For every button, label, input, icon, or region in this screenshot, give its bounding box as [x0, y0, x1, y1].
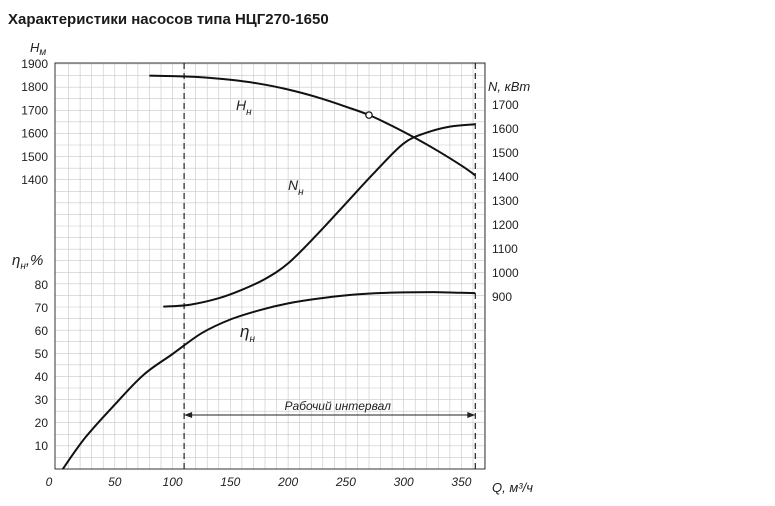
- curves: [61, 74, 476, 470]
- power-tick-label: 1100: [492, 242, 518, 256]
- efficiency-tick-label: 80: [35, 278, 49, 292]
- power-curve-label: Nн: [288, 177, 304, 198]
- grid: [55, 63, 485, 470]
- range-label: Рабочий интервал: [285, 399, 392, 413]
- efficiency-tick-label: 40: [35, 370, 49, 384]
- efficiency-tick-label: 70: [35, 301, 49, 315]
- x-tick-label: 350: [451, 475, 471, 489]
- efficiency-tick-label: 10: [35, 439, 49, 453]
- head-curve-label: Hн: [236, 97, 252, 118]
- power-axis-label: N, кВт: [488, 79, 530, 94]
- efficiency-curve-label: ηн: [240, 322, 255, 345]
- efficiency-tick-label: 30: [35, 393, 49, 407]
- head-tick-label: 1900: [21, 57, 48, 71]
- x-axis: 0 50 100 150 200 250 300 350: [46, 475, 472, 489]
- power-tick-label: 1000: [492, 266, 519, 280]
- efficiency-axis-label: ηн,%: [12, 252, 43, 272]
- head-tick-label: 1800: [21, 80, 48, 94]
- x-tick-label: 0: [46, 475, 53, 489]
- operating-range: Рабочий интервал: [183, 63, 476, 469]
- chart-title: Характеристики насосов типа НЦГ270-1650: [8, 11, 329, 28]
- efficiency-curve: [61, 291, 476, 470]
- x-tick-label: 200: [277, 475, 298, 489]
- power-tick-label: 1500: [492, 146, 519, 160]
- plot-frame: [54, 62, 486, 470]
- efficiency-tick-label: 20: [35, 416, 49, 430]
- range-arrow-right: [467, 412, 476, 418]
- power-tick-label: 1700: [492, 98, 519, 112]
- power-tick-label: 1300: [492, 194, 519, 208]
- left-axes: 1400 1500 1600 1700 1800 1900 10 20 30 40 50 60 70 80: [21, 57, 48, 453]
- x-tick-label: 150: [220, 475, 240, 489]
- curve-labels: Hн Nн ηн: [236, 97, 304, 345]
- range-arrow-left: [184, 412, 193, 418]
- head-tick-label: 1500: [21, 150, 48, 164]
- x-tick-label: 100: [163, 475, 183, 489]
- head-axis-label: Hм: [30, 40, 46, 58]
- design-point-marker: [365, 111, 373, 119]
- power-tick-label: 900: [492, 290, 512, 304]
- power-tick-label: 1200: [492, 218, 519, 232]
- power-tick-label: 1400: [492, 170, 519, 184]
- efficiency-tick-label: 60: [35, 324, 49, 338]
- right-axis: 900 1000 1100 1200 1300 1400 1500 1600 1700: [492, 98, 519, 304]
- efficiency-tick-label: 50: [35, 347, 49, 361]
- power-tick-label: 1600: [492, 122, 519, 136]
- head-curve: [149, 74, 476, 177]
- x-axis-label: Q, м³/ч: [492, 480, 533, 495]
- x-tick-label: 50: [108, 475, 122, 489]
- x-tick-label: 250: [335, 475, 356, 489]
- power-curve: [163, 123, 476, 308]
- head-tick-label: 1600: [21, 127, 48, 141]
- head-tick-label: 1700: [21, 103, 48, 117]
- x-tick-label: 300: [394, 475, 414, 489]
- head-tick-label: 1400: [21, 173, 48, 187]
